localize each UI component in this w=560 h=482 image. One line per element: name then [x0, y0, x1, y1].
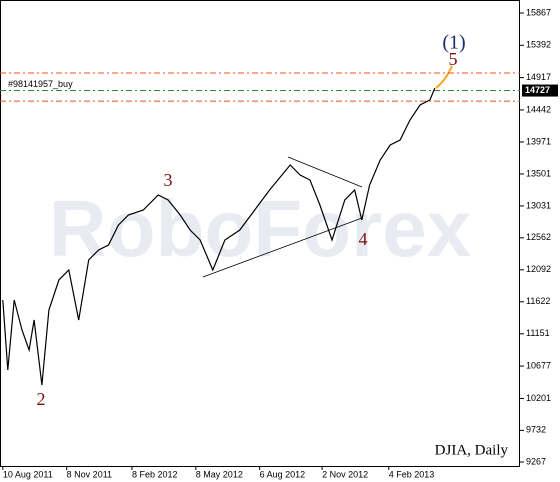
y-tick-label: 13501 — [526, 168, 551, 178]
watermark: RoboForex — [49, 184, 471, 273]
y-tick-label: 10677 — [526, 360, 551, 370]
x-tick-label: 10 Aug 2011 — [3, 469, 53, 479]
y-tick-label: 14442 — [526, 104, 551, 114]
price-label: 14727 — [525, 85, 550, 95]
y-tick-label: 10201 — [526, 393, 551, 403]
y-tick-label: 9267 — [526, 456, 546, 466]
wave-label: 4 — [359, 229, 368, 249]
y-tick-label: 12092 — [526, 264, 551, 274]
wave-label: (1) — [442, 32, 465, 54]
wave-label: 2 — [37, 389, 46, 409]
x-tick-label: 8 Nov 2011 — [67, 469, 112, 479]
trend-line — [287, 156, 363, 188]
projection — [435, 65, 453, 89]
order-label: #98141957_buy — [8, 79, 73, 89]
x-tick-label: 6 Aug 2012 — [260, 469, 306, 479]
symbol-label: DJIA, Daily — [435, 442, 509, 458]
wave-label: 5 — [449, 49, 458, 69]
y-tick-label: 11151 — [526, 328, 550, 338]
x-tick-label: 4 Feb 2013 — [389, 469, 435, 479]
x-tick-label: 2 Nov 2012 — [322, 469, 368, 479]
y-tick-label: 13031 — [526, 200, 551, 210]
y-tick-label: 15867 — [526, 7, 551, 17]
y-tick-label: 13971 — [526, 136, 551, 146]
x-tick-label: 8 Feb 2012 — [132, 469, 178, 479]
y-tick-label: 11622 — [526, 296, 550, 306]
price-line — [2, 87, 436, 386]
y-tick-label: 9732 — [526, 425, 546, 435]
wave-label: 3 — [164, 170, 173, 190]
price-box — [522, 84, 558, 97]
y-tick-label: 15392 — [526, 40, 551, 50]
y-tick-label: 12562 — [526, 232, 551, 242]
x-tick-label: 8 May 2012 — [196, 469, 243, 479]
y-tick-label: 14917 — [526, 72, 551, 82]
